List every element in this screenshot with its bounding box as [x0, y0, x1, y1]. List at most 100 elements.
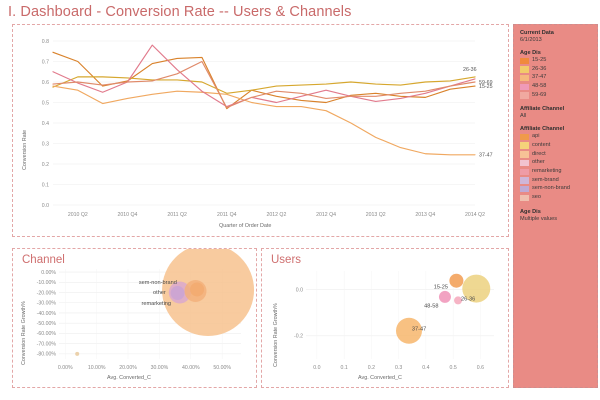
- bubble-48-58[interactable]: [438, 290, 451, 303]
- line-chart-y-axis-title: Conversion Rate: [22, 129, 28, 170]
- age-legend-item[interactable]: 59-69: [520, 92, 591, 100]
- line-series-end-label: 37-47: [479, 153, 493, 159]
- x-tick: 30.00%: [151, 365, 169, 371]
- age-legend-swatch: [520, 57, 529, 64]
- bubble-15-25[interactable]: [449, 273, 464, 288]
- age-legend-item[interactable]: 37-47: [520, 74, 591, 82]
- y-tick: -60.00%: [37, 331, 57, 337]
- x-tick: 0.00%: [58, 365, 73, 371]
- x-tick: 0.4: [422, 365, 429, 371]
- line-series-48-58[interactable]: [52, 44, 476, 108]
- bubble-label: 26-36: [461, 297, 475, 303]
- affiliate-legend-item[interactable]: direct: [520, 151, 591, 159]
- affiliate-legend-swatch: [520, 133, 529, 141]
- line-chart-y-tick: 0.0: [42, 203, 49, 209]
- line-chart-x-tick: 2014 Q2: [465, 212, 485, 218]
- affiliate-legend-label: sem-non-brand: [532, 185, 570, 192]
- line-chart-x-tick: 2013 Q2: [366, 212, 386, 218]
- affiliate-legend-item[interactable]: sem-brand: [520, 177, 591, 185]
- line-series-15-25[interactable]: [52, 51, 476, 110]
- line-chart-x-axis-title: Quarter of Order Date: [219, 223, 272, 229]
- line-chart-y-tick: 0.1: [42, 182, 49, 188]
- affiliate-legend-label: remarketing: [532, 168, 562, 174]
- users-bubble-chart[interactable]: 0.0 -0.2 0.0 0.1 0.2 0.3 0.4 0.5 0.6 15-25 26-36 48…: [262, 249, 508, 387]
- line-chart-y-tick: 0.6: [42, 80, 49, 86]
- current-data-block: Current Data 6/1/2013: [520, 30, 591, 43]
- affiliate-legend-swatch: [520, 159, 529, 167]
- affiliate-legend-item[interactable]: api: [520, 133, 591, 141]
- line-series-26-36[interactable]: [52, 76, 476, 94]
- affiliate-legend-title: Affiliate Channel: [520, 126, 565, 133]
- filter-legend-sidebar: Current Data 6/1/2013 Age Dis 15-25 26-36…: [513, 24, 598, 388]
- age-legend-swatch: [520, 66, 529, 73]
- x-tick: 50.00%: [213, 365, 231, 371]
- y-tick: 0.0: [296, 287, 303, 293]
- bubble-remarketing[interactable]: [170, 286, 185, 301]
- affiliate-filter-value[interactable]: All: [520, 113, 527, 120]
- line-series-59-69[interactable]: [52, 60, 476, 109]
- age-legend-label: 59-69: [532, 91, 547, 98]
- age-legend-block: Age Dis 15-25 26-36 37-47 48-58 59-69: [520, 50, 591, 99]
- channel-chart-panel: Channel 0.00% -10.00% -20.00% -30.00% -40.00…: [12, 248, 257, 388]
- line-chart-x-tick: 2012 Q2: [266, 212, 286, 218]
- current-data-value: 6/1/2013: [520, 37, 542, 43]
- y-tick: -0.2: [294, 334, 303, 340]
- bubble-label: 37-47: [412, 327, 426, 333]
- dashboard-title: I. Dashboard - Conversion Rate -- Users …: [8, 4, 352, 20]
- line-chart-y-tick: 0.3: [42, 141, 49, 147]
- bubble-59-69[interactable]: [454, 296, 463, 305]
- affiliate-legend-item[interactable]: sem-non-brand: [520, 185, 591, 193]
- affiliate-legend-label: sem-brand: [532, 176, 559, 183]
- y-tick: 0.00%: [41, 270, 56, 276]
- age-legend-item[interactable]: 26-36: [520, 66, 591, 74]
- affiliate-legend-swatch: [520, 142, 529, 149]
- channel-bubble-chart[interactable]: 0.00% -10.00% -20.00% -30.00% -40.00% -50.00%…: [13, 249, 256, 387]
- affiliate-legend-label: content: [532, 141, 551, 148]
- line-series-37-47[interactable]: [52, 85, 476, 156]
- conversion-rate-line-chart[interactable]: 0.0 0.1 0.2 0.3 0.4 0.5 0.6 0.7 0.8 2010 Q2 2010 Q…: [13, 25, 508, 236]
- affiliate-legend-swatch: [520, 185, 529, 193]
- x-tick: 0.5: [450, 365, 457, 371]
- x-tick: 40.00%: [182, 365, 200, 371]
- bubble-label: 15-25: [434, 284, 448, 290]
- bubble-label: remarketing: [142, 301, 172, 307]
- bubble-seo[interactable]: [75, 351, 80, 356]
- line-series-end-label: 59-69: [479, 80, 493, 86]
- line-chart-y-tick: 0.2: [42, 162, 49, 168]
- age-legend-title: Age Dis: [520, 50, 541, 56]
- bubble-37-47[interactable]: [395, 317, 422, 344]
- age-legend-swatch: [520, 92, 529, 99]
- y-tick: -30.00%: [37, 301, 57, 307]
- affiliate-filter-title: Affiliate Channel: [520, 106, 565, 113]
- x-tick: 0.2: [368, 365, 375, 371]
- users-panel-title: Users: [271, 254, 302, 266]
- bubble-direct[interactable]: [184, 279, 207, 302]
- users-chart-panel: Users 0.0 -0.2 0.0 0.1 0.2 0.3 0.4 0.5 0.6 15-25 2…: [261, 248, 509, 388]
- current-data-label: Current Data: [520, 30, 554, 36]
- affiliate-legend-item[interactable]: remarketing: [520, 168, 591, 176]
- affiliate-legend-item[interactable]: seo: [520, 194, 591, 202]
- age-dis-filter[interactable]: Age Dis Multiple values: [520, 209, 591, 222]
- age-filter-value[interactable]: Multiple values: [520, 215, 557, 222]
- affiliate-legend-item[interactable]: content: [520, 142, 591, 150]
- bubble-26-36[interactable]: [462, 274, 491, 303]
- age-legend-rows: 15-25 26-36 37-47 48-58 59-69: [520, 57, 591, 99]
- age-legend-item[interactable]: 48-58: [520, 83, 591, 91]
- line-chart-x-tick: 2011 Q2: [167, 212, 187, 218]
- channel-panel-title: Channel: [22, 254, 65, 266]
- x-tick: 10.00%: [88, 365, 106, 371]
- line-chart-panel: 0.0 0.1 0.2 0.3 0.4 0.5 0.6 0.7 0.8 2010 Q2 2010 Q…: [12, 24, 509, 237]
- bubble-sem-non-brand[interactable]: [162, 249, 255, 336]
- age-legend-swatch: [520, 83, 529, 91]
- affiliate-legend-swatch: [520, 177, 529, 184]
- line-chart-y-tick: 0.4: [42, 121, 49, 127]
- affiliate-channel-filter[interactable]: Affiliate Channel All: [520, 106, 591, 119]
- age-legend-item[interactable]: 15-25: [520, 57, 591, 65]
- y-tick: -10.00%: [37, 280, 57, 286]
- y-tick: -70.00%: [37, 341, 57, 347]
- affiliate-legend-item[interactable]: other: [520, 159, 591, 167]
- affiliate-legend-label: other: [532, 159, 545, 166]
- affiliate-legend-rows: api content direct other remarketing sem-bran…: [520, 133, 591, 202]
- users-y-axis-title: Conversion Rate Growth%: [273, 303, 279, 367]
- y-tick: -40.00%: [37, 311, 57, 317]
